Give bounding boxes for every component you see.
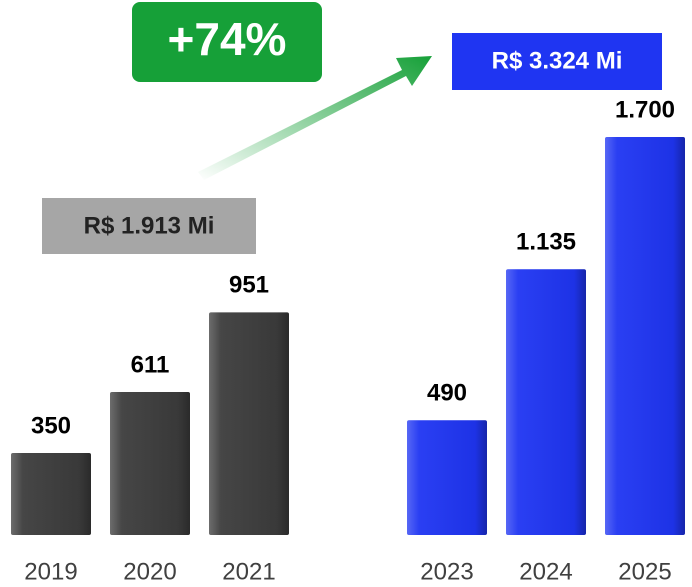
- value-label: 611: [131, 351, 170, 378]
- value-label: 350: [31, 412, 71, 439]
- growth-arrow: [198, 56, 432, 180]
- total-old-box: [42, 198, 256, 254]
- value-label: 1.135: [516, 229, 576, 256]
- x-tick-label: 2025: [618, 558, 671, 585]
- value-label: 951: [229, 272, 269, 299]
- x-tick-label: 2021: [222, 558, 275, 585]
- total-old-text: R$ 1.913 Mi: [84, 212, 215, 239]
- x-tick-label: 2019: [24, 558, 77, 585]
- growth-text: +74%: [168, 13, 287, 65]
- x-tick-label: 2024: [519, 558, 572, 585]
- bar: [110, 391, 190, 535]
- value-label: 490: [427, 380, 467, 407]
- x-tick-label: 2023: [420, 558, 473, 585]
- bar: [11, 453, 91, 535]
- growth-badge: [132, 2, 322, 82]
- bar: [506, 269, 586, 535]
- bar: [407, 420, 487, 535]
- total-new-text: R$ 3.324 Mi: [492, 47, 623, 74]
- x-tick-label: 2020: [123, 558, 176, 585]
- value-label: 1.700: [615, 96, 675, 123]
- bar: [605, 137, 685, 535]
- total-new-box: [452, 33, 662, 90]
- bar: [209, 312, 289, 535]
